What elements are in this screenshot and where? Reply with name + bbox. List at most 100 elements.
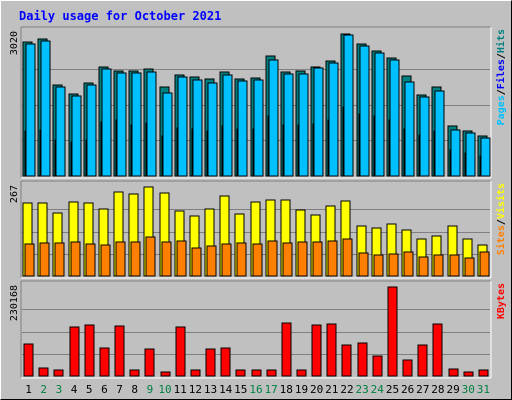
bar-sites <box>479 251 490 277</box>
bar-kbytes <box>53 369 64 377</box>
panel-sites-visits: 267 Sites/Visits <box>9 180 507 279</box>
bar-kbytes <box>432 323 443 377</box>
bar-pages <box>25 43 36 177</box>
day-label: 20 <box>310 383 323 396</box>
bar-sites <box>191 247 202 277</box>
bar-sites <box>176 240 187 277</box>
day-label: 12 <box>189 383 202 396</box>
bar-sites <box>39 242 50 277</box>
bar-sites <box>342 238 353 277</box>
bar-kbytes <box>251 369 262 377</box>
bar-sites <box>449 254 460 277</box>
legend-item: Hits <box>495 29 507 53</box>
bar-sites <box>433 254 444 277</box>
chart-title: Daily usage for October 2021 <box>19 9 221 23</box>
bar-sites <box>236 242 247 277</box>
bar-sites <box>373 254 384 277</box>
y-max-label: 3020 <box>9 31 20 55</box>
day-label: 4 <box>71 383 78 396</box>
day-label: 1 <box>25 383 32 396</box>
bar-pages <box>192 79 203 177</box>
bar-sites <box>115 241 126 277</box>
bar-kbytes <box>99 347 110 377</box>
bar-pages <box>162 92 173 177</box>
bar-kbytes <box>38 367 49 377</box>
bar-kbytes <box>402 359 413 377</box>
legend-item: Visits <box>495 183 507 219</box>
panel-kbytes: 230168 KBytes <box>9 280 507 379</box>
day-label: 11 <box>174 383 187 396</box>
bar-sites <box>145 236 156 277</box>
bar-sites <box>282 242 293 277</box>
bar-pages <box>313 67 324 177</box>
day-label: 10 <box>158 383 171 396</box>
day-label: 18 <box>280 383 293 396</box>
bar-pages <box>71 95 82 177</box>
bar-kbytes <box>129 369 140 377</box>
legend: Pages/Files/Hits <box>495 29 507 125</box>
bar-kbytes <box>296 369 307 377</box>
bar-pages <box>359 45 370 177</box>
bar-pages <box>55 86 66 177</box>
day-label: 29 <box>446 383 459 396</box>
bar-kbytes <box>387 286 398 377</box>
day-label: 24 <box>371 383 385 396</box>
bar-kbytes <box>175 326 186 377</box>
bar-pages <box>237 80 248 177</box>
bar-sites <box>418 256 429 277</box>
bar-sites <box>70 241 81 277</box>
day-label: 25 <box>386 383 399 396</box>
bar-pages <box>374 52 385 177</box>
day-label: 26 <box>401 383 414 396</box>
day-label: 3 <box>56 383 63 396</box>
day-label: 5 <box>86 383 93 396</box>
bar-kbytes <box>326 323 337 377</box>
day-label: 2 <box>40 383 47 396</box>
bar-kbytes <box>417 344 428 377</box>
bar-pages <box>419 96 430 177</box>
bar-sites <box>252 243 263 277</box>
bar-kbytes <box>281 322 292 377</box>
day-label: 6 <box>101 383 108 396</box>
bar-sites <box>358 252 369 277</box>
bar-kbytes <box>372 355 383 377</box>
legend: Sites/Visits <box>495 183 507 255</box>
bar-kbytes <box>23 343 34 377</box>
bar-pages <box>268 59 279 177</box>
day-label: 23 <box>355 383 368 396</box>
legend-item: / <box>496 219 507 225</box>
bar-pages <box>40 40 51 177</box>
bar-sites <box>388 253 399 277</box>
bar-sites <box>403 251 414 277</box>
bar-pages <box>177 76 188 177</box>
bar-sites <box>267 240 278 277</box>
bar-kbytes <box>235 369 246 377</box>
bar-sites <box>327 240 338 277</box>
bar-pages <box>450 129 461 177</box>
day-label: 22 <box>340 383 353 396</box>
legend: KBytes <box>496 283 507 319</box>
day-label: 27 <box>416 383 429 396</box>
panel-background <box>21 281 491 378</box>
bar-kbytes <box>463 371 474 377</box>
bar-sites <box>297 241 308 277</box>
bar-sites <box>206 245 217 277</box>
bar-pages <box>101 68 112 177</box>
day-label: 13 <box>204 383 217 396</box>
bar-pages <box>298 73 309 177</box>
day-label: 8 <box>131 383 138 396</box>
bar-sites <box>54 242 65 277</box>
bar-sites <box>464 257 475 277</box>
bar-kbytes <box>448 368 459 377</box>
bar-kbytes <box>266 369 277 377</box>
bar-sites <box>24 243 35 277</box>
legend-item: / <box>496 89 507 95</box>
day-label: 7 <box>116 383 123 396</box>
bar-kbytes <box>144 348 155 377</box>
day-label: 9 <box>147 383 154 396</box>
day-label: 17 <box>265 383 278 396</box>
bar-pages <box>86 84 97 177</box>
bar-pages <box>222 74 233 177</box>
bar-pages <box>389 59 400 177</box>
